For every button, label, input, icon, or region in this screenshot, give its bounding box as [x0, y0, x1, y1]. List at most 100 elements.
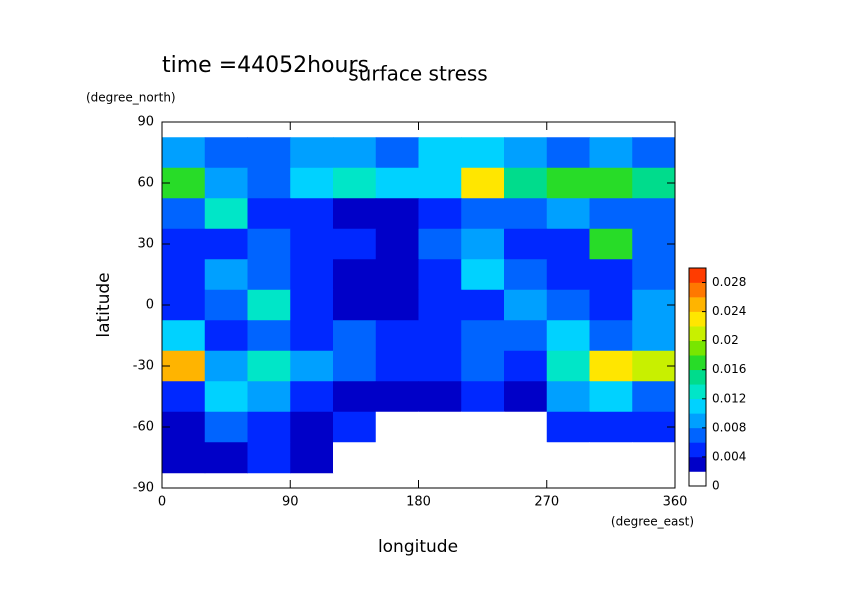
cell [290, 198, 334, 230]
cell [290, 411, 334, 443]
cell [333, 167, 377, 199]
cell [461, 228, 505, 260]
cell [162, 320, 206, 352]
cell [290, 289, 334, 321]
x-unit: (degree_east) [611, 515, 694, 529]
colorbar-tick-label: 0.028 [712, 275, 746, 289]
colorbar-swatch [689, 268, 706, 283]
x-tick-label: 90 [282, 495, 299, 510]
cell [162, 198, 206, 230]
cell [375, 167, 419, 199]
cell [204, 259, 248, 291]
cell [546, 350, 590, 382]
cell [461, 320, 505, 352]
cell [504, 137, 548, 169]
cell [546, 320, 590, 352]
cell [204, 442, 248, 474]
cell [632, 442, 676, 474]
cell [247, 381, 291, 413]
cell [418, 320, 462, 352]
cell [504, 350, 548, 382]
cell [247, 198, 291, 230]
cell [375, 198, 419, 230]
y-tick-label: -60 [133, 420, 154, 435]
cell [375, 320, 419, 352]
cell [504, 320, 548, 352]
cell [204, 381, 248, 413]
cell [461, 137, 505, 169]
cell [247, 259, 291, 291]
cell [204, 411, 248, 443]
colorbar-swatch [689, 355, 706, 371]
cell [375, 350, 419, 382]
chart-subtitle: time =44052hours [162, 53, 369, 78]
cell [546, 442, 590, 474]
colorbar-swatch [689, 442, 706, 458]
colorbar-tick-label: 0.024 [712, 304, 746, 318]
cell [333, 320, 377, 352]
cell [333, 381, 377, 413]
cell [504, 259, 548, 291]
cell [418, 259, 462, 291]
chart-title: surface stress [348, 62, 487, 86]
cell [204, 289, 248, 321]
cell [290, 350, 334, 382]
cell [375, 289, 419, 321]
y-tick-label: 90 [137, 115, 154, 130]
cell [418, 411, 462, 443]
y-tick-label: -30 [133, 359, 154, 374]
cell [333, 259, 377, 291]
y-tick-label: -90 [133, 481, 154, 496]
cell [375, 259, 419, 291]
cell [418, 137, 462, 169]
y-tick-label: 0 [146, 298, 154, 313]
cell [504, 289, 548, 321]
cell [589, 442, 633, 474]
cell [504, 198, 548, 230]
cell [461, 381, 505, 413]
colorbar-tick-label: 0.004 [712, 449, 746, 463]
cell [589, 381, 633, 413]
x-tick-label: 360 [663, 495, 688, 510]
cell [461, 259, 505, 291]
colorbar-swatch [689, 456, 706, 472]
cell [546, 289, 590, 321]
y-tick-label: 30 [137, 237, 154, 252]
colorbar-swatch [689, 297, 706, 312]
cell [162, 259, 206, 291]
cell [546, 259, 590, 291]
cell [290, 381, 334, 413]
cell [247, 320, 291, 352]
cell [290, 228, 334, 260]
colorbar-swatch [689, 369, 706, 385]
cell [589, 350, 633, 382]
cell [461, 289, 505, 321]
cell [333, 350, 377, 382]
cell [333, 411, 377, 443]
x-tick-label: 270 [534, 495, 559, 510]
cell [375, 228, 419, 260]
cell [204, 228, 248, 260]
cell [461, 442, 505, 474]
colorbar-swatch [689, 471, 706, 487]
cell [589, 167, 633, 199]
cell [290, 259, 334, 291]
cell [589, 289, 633, 321]
cell [247, 411, 291, 443]
colorbar-swatch [689, 384, 706, 400]
cell [632, 198, 676, 230]
cell [247, 442, 291, 474]
cell [247, 350, 291, 382]
cell [504, 381, 548, 413]
colorbar-swatch [689, 427, 706, 443]
cell [632, 137, 676, 169]
cell [461, 411, 505, 443]
colorbar-tick-label: 0.012 [712, 391, 746, 405]
colorbar-swatch [689, 398, 706, 414]
colorbar-swatch [689, 311, 706, 327]
cell [162, 381, 206, 413]
colorbar-swatch [689, 326, 706, 341]
cell [504, 167, 548, 199]
cell [546, 381, 590, 413]
